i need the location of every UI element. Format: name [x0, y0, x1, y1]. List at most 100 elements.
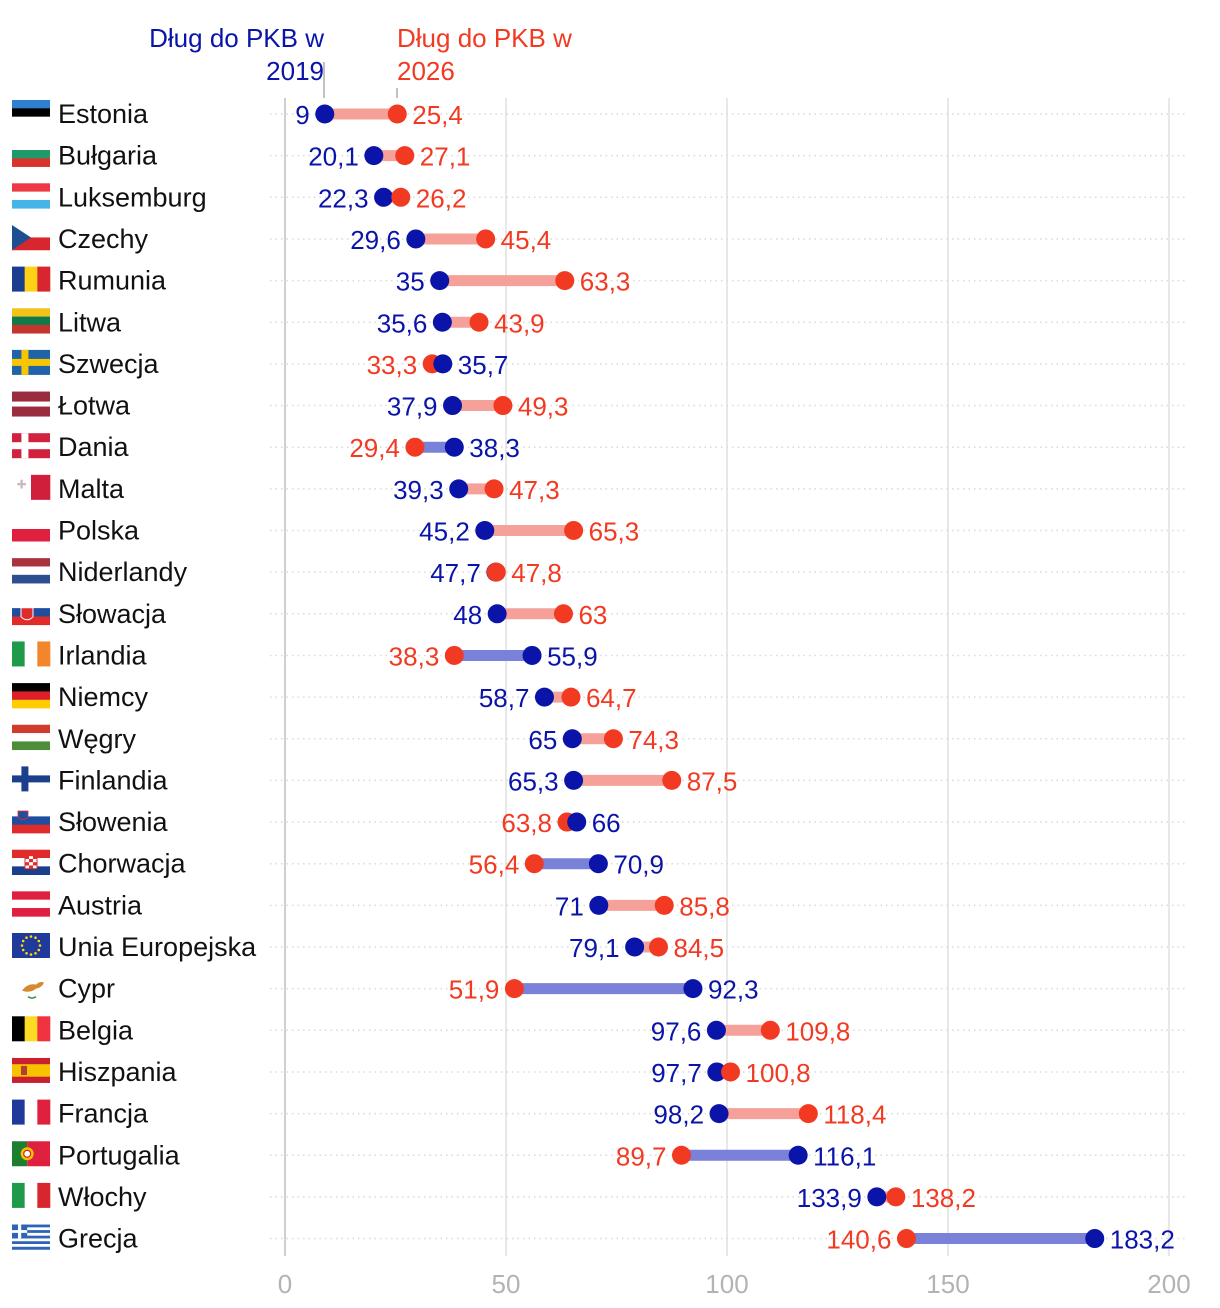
dot-2019: [449, 479, 469, 499]
dot-2026: [395, 146, 415, 166]
finland-flag: [12, 766, 50, 792]
country-label: Bułgaria: [58, 141, 158, 171]
austria-flag: [12, 891, 50, 917]
dot-2026: [896, 1229, 916, 1249]
value-label-2019: 38,3: [469, 433, 520, 463]
dot-2019: [567, 812, 587, 832]
france-flag: [12, 1099, 51, 1125]
country-row: Węgry 65 74,3: [12, 724, 1188, 755]
value-label-2019: 55,9: [547, 641, 598, 671]
dot-2019: [475, 521, 495, 540]
x-tick-label: 0: [278, 1269, 292, 1299]
country-label: Irlandia: [58, 640, 148, 670]
dot-2026: [886, 1187, 906, 1207]
country-label: Litwa: [58, 307, 122, 337]
sweden-flag: [12, 349, 50, 375]
dot-2019: [867, 1187, 887, 1207]
value-label-2026: 63: [578, 600, 607, 630]
country-label: Austria: [58, 890, 143, 920]
country-row: Francja 98,2 118,4: [12, 1099, 1188, 1130]
dot-2019: [443, 396, 463, 416]
dot-2019: [433, 354, 453, 374]
value-label-2026: 64,7: [586, 683, 637, 713]
svg-text:✚: ✚: [16, 478, 26, 492]
value-label-2026: 74,3: [628, 725, 679, 755]
value-label-2026: 63,3: [580, 267, 631, 297]
value-label-2019: 48: [453, 600, 482, 630]
country-row: Niderlandy 47,7 47,8: [12, 557, 1188, 588]
dot-2026: [493, 396, 513, 416]
country-label: Łotwa: [58, 391, 131, 421]
belgium-flag: [12, 1016, 51, 1042]
country-row: Polska 45,2 65,3: [12, 516, 1188, 547]
legend-2019-line1: Dług do PKB w: [149, 23, 324, 53]
value-label-2019: 37,9: [387, 392, 438, 422]
dot-2026: [504, 979, 524, 999]
country-label: Cypr: [58, 974, 115, 1004]
value-label-2026: 140,6: [826, 1225, 891, 1255]
dot-2019: [406, 229, 426, 249]
country-label: Unia Europejska: [58, 932, 257, 962]
dot-2019: [562, 729, 582, 749]
country-label: Finlandia: [58, 765, 169, 795]
value-label-2019: 35,6: [377, 308, 428, 338]
latvia-flag: [12, 391, 50, 417]
dot-2026: [648, 937, 668, 957]
country-row: Grecja 140,6 183,2: [12, 1224, 1188, 1255]
country-row: Włochy 133,9 138,2: [12, 1182, 1188, 1213]
value-label-2026: 47,3: [509, 475, 560, 505]
dot-2019: [487, 604, 507, 624]
dot-2019: [534, 687, 554, 707]
value-label-2019: 65,3: [508, 766, 559, 796]
country-row: Łotwa 37,9 49,3: [12, 391, 1188, 422]
value-label-2026: 43,9: [494, 308, 545, 338]
value-label-2019: 79,1: [569, 933, 620, 963]
romania-flag: [12, 266, 51, 292]
country-label: Polska: [58, 516, 140, 546]
value-label-2026: 84,5: [673, 933, 724, 963]
country-row: ✚ Malta 39,3 47,3: [12, 474, 1188, 505]
dot-2019: [444, 437, 464, 457]
germany-flag: [12, 683, 50, 709]
legend-2026-line1: Dług do PKB w: [397, 23, 572, 53]
value-label-2019: 29,6: [350, 225, 401, 255]
value-label-2019: 116,1: [813, 1141, 876, 1171]
value-label-2026: 26,2: [416, 183, 467, 213]
dot-2019: [589, 895, 609, 915]
country-row: Chorwacja 56,4 70,9: [12, 849, 1188, 880]
dot-2026: [484, 479, 504, 499]
country-row: Estonia 9 25,4: [12, 99, 1188, 130]
value-label-2019: 98,2: [653, 1100, 704, 1130]
value-label-2026: 138,2: [911, 1183, 976, 1213]
value-label-2019: 133,9: [797, 1183, 862, 1213]
country-label: Estonia: [58, 99, 149, 129]
luxembourg-flag: [12, 183, 50, 209]
value-label-2019: 39,3: [393, 475, 444, 505]
dot-2019: [364, 146, 384, 166]
legend: Dług do PKB w 2019 Dług do PKB w 2026: [149, 23, 572, 98]
bulgaria-flag: [12, 141, 50, 167]
country-label: Malta: [58, 474, 125, 504]
dot-2026: [760, 1020, 780, 1040]
dot-2019: [430, 271, 450, 291]
dot-2026: [524, 854, 544, 874]
country-row: Irlandia 38,3 55,9: [12, 640, 1188, 671]
dot-2019: [432, 312, 452, 332]
dot-2026: [561, 687, 581, 707]
dot-2026: [387, 104, 407, 124]
dot-2026: [662, 770, 682, 790]
value-label-2019: 20,1: [308, 142, 359, 172]
slovenia-flag: [12, 808, 50, 834]
dot-2026: [391, 187, 411, 207]
country-row: Rumunia 35 63,3: [12, 266, 1188, 297]
rows-layer: Estonia 9 25,4 Bułgaria 20,1 27,1 Luksemburg 22…: [12, 99, 1188, 1255]
cyprus-flag: [22, 981, 44, 999]
dot-2019: [706, 1020, 726, 1040]
legend-2026-line2: 2026: [397, 56, 455, 86]
country-label: Niderlandy: [58, 557, 188, 587]
country-label: Niemcy: [58, 682, 149, 712]
value-label-2019: 35,7: [458, 350, 509, 380]
country-row: Słowenia 63,8 66: [12, 807, 1188, 838]
czechia-flag: [12, 224, 50, 251]
